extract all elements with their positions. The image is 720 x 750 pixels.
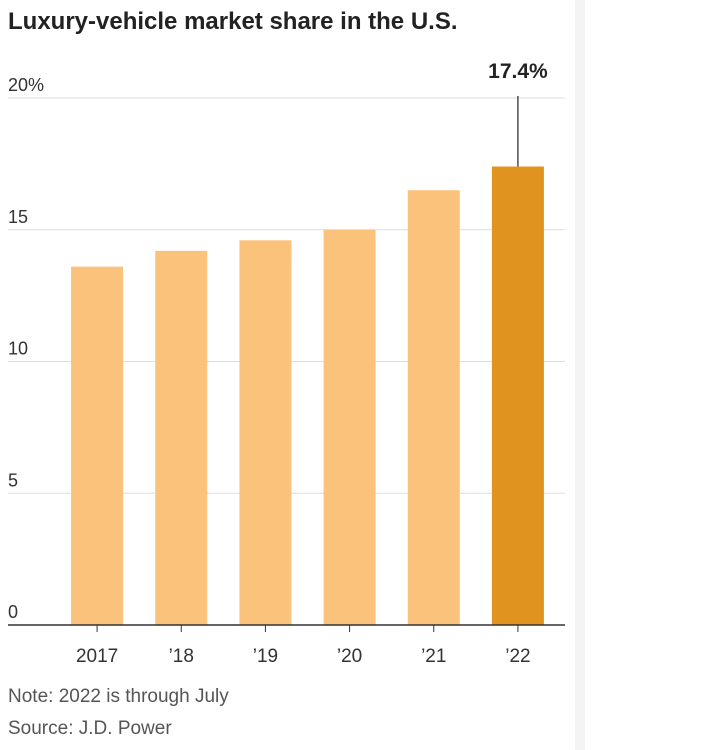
chart-source: Source: J.D. Power	[8, 718, 172, 739]
bar-1	[155, 250, 208, 625]
y-tick-label-15: 15	[8, 207, 28, 227]
x-tick-label-2: ’19	[253, 646, 278, 667]
x-tick-label-3: ’20	[337, 646, 362, 667]
bar-5	[491, 166, 544, 625]
bar-2	[239, 240, 292, 626]
side-strip	[575, 0, 585, 750]
x-tick-label-0: 2017	[76, 646, 118, 667]
y-tick-label-20: 20%	[8, 75, 44, 95]
y-tick-label-0: 0	[8, 602, 18, 622]
y-tick-label-5: 5	[8, 470, 18, 490]
x-tick-label-5: ’22	[505, 646, 530, 667]
chart-title: Luxury-vehicle market share in the U.S.	[8, 8, 458, 35]
bar-chart: 0 5 10 15 20% 2017 ’18 ’19 ’20 ’21 ’22 17.4%	[8, 60, 565, 667]
x-tick-label-4: ’21	[421, 646, 446, 667]
callout-label: 17.4%	[488, 60, 548, 83]
chart-note: Note: 2022 is through July	[8, 686, 229, 707]
bar-4	[407, 190, 460, 625]
bar-3	[323, 229, 376, 625]
x-tick-label-1: ’18	[169, 646, 194, 667]
y-tick-label-10: 10	[8, 339, 28, 359]
bar-0	[71, 266, 124, 625]
